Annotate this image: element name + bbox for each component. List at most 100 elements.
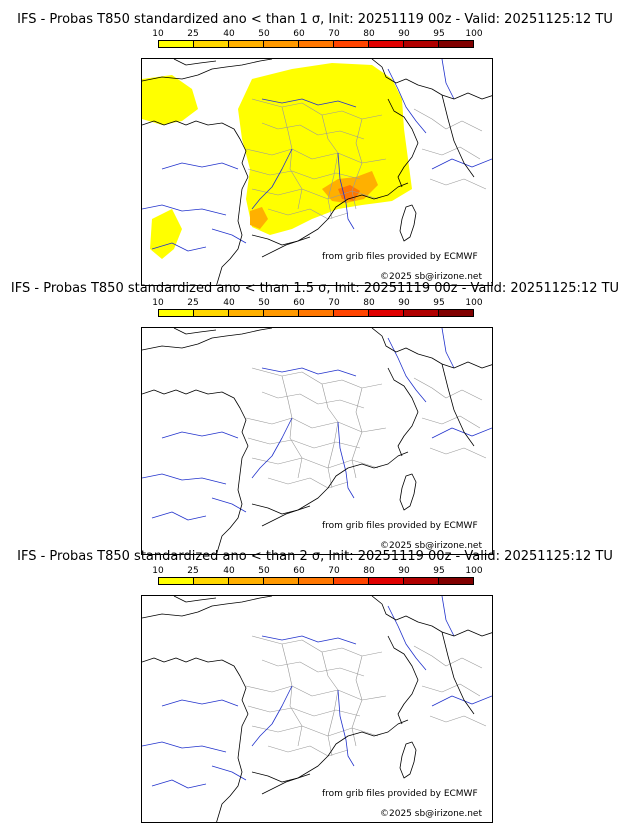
- credit-source: from grib files provided by ECMWF: [322, 252, 478, 262]
- panel-title: IFS - Probas T850 standardized ano < tha…: [10, 281, 620, 296]
- coastline: [142, 328, 273, 351]
- river-line: [261, 367, 357, 377]
- colorbar-tick-90: 90: [398, 298, 410, 308]
- coastline: [261, 182, 409, 258]
- colorbar-tick-70: 70: [328, 298, 340, 308]
- colorbar-segment: [159, 310, 194, 316]
- river-line: [387, 605, 427, 671]
- internal-border-line: [251, 457, 379, 469]
- colorbar-segment: [334, 310, 369, 316]
- colorbar-tick-60: 60: [293, 29, 305, 39]
- internal-border-line: [421, 146, 481, 160]
- colorbar-segment: [439, 578, 473, 584]
- river-line: [161, 699, 239, 707]
- colorbar-tick-100: 100: [465, 298, 483, 308]
- country-border: [387, 635, 419, 725]
- internal-border-line: [429, 715, 487, 727]
- coastline: [142, 596, 273, 619]
- colorbar-segment: [159, 578, 194, 584]
- river-line: [261, 98, 357, 108]
- river-line: [161, 162, 239, 170]
- coastline: [142, 389, 249, 554]
- colorbar-segment: [299, 578, 334, 584]
- internal-border-line: [421, 415, 481, 429]
- coastline: [261, 451, 409, 527]
- probability-area: [142, 75, 198, 125]
- colorbar-segment: [264, 41, 299, 47]
- internal-border-line: [281, 643, 303, 747]
- colorbar-segment: [334, 578, 369, 584]
- colorbar-tick-25: 25: [187, 298, 199, 308]
- map-view[interactable]: from grib files provided by ECMWF ©2025 …: [141, 327, 493, 555]
- coastline: [173, 596, 217, 603]
- probability-area: [250, 207, 268, 229]
- colorbar-segment: [299, 41, 334, 47]
- internal-border-line: [281, 106, 303, 210]
- map-panel-3: IFS - Probas T850 standardized ano < tha…: [0, 549, 630, 823]
- colorbar-tick-100: 100: [465, 29, 483, 39]
- colorbar-segment: [229, 41, 264, 47]
- colorbar-segment: [264, 310, 299, 316]
- colorbar-segment: [404, 310, 439, 316]
- internal-border-line: [429, 178, 487, 190]
- country-border: [251, 771, 311, 783]
- country-border: [251, 234, 311, 246]
- internal-border-line: [251, 725, 379, 737]
- coastline: [142, 59, 273, 82]
- colorbar-tick-40: 40: [223, 566, 235, 576]
- coastline: [371, 328, 492, 369]
- internal-border-line: [321, 651, 339, 757]
- colorbar-tick-70: 70: [328, 29, 340, 39]
- colorbar-segment: [299, 310, 334, 316]
- river-line: [142, 204, 227, 216]
- colorbar-tick-60: 60: [293, 566, 305, 576]
- colorbar-segment: [439, 41, 473, 47]
- river-line: [251, 148, 293, 210]
- colorbar-tick-95: 95: [433, 566, 445, 576]
- river-line: [337, 689, 355, 767]
- corsica-coastline: [399, 204, 417, 242]
- river-line: [441, 328, 455, 369]
- river-line: [211, 765, 247, 781]
- internal-border-line: [245, 417, 387, 433]
- credit-source: from grib files provided by ECMWF: [322, 789, 478, 799]
- colorbar-segment: [369, 41, 404, 47]
- colorbar-tick-labels: 10 25 40 50 60 70 80 90 95 100: [140, 566, 540, 576]
- colorbar: [158, 577, 474, 585]
- river-line: [441, 59, 455, 100]
- colorbar-tick-95: 95: [433, 298, 445, 308]
- colorbar-tick-60: 60: [293, 298, 305, 308]
- colorbar-segment: [404, 578, 439, 584]
- colorbar-tick-labels: 10 25 40 50 60 70 80 90 95 100: [140, 298, 540, 308]
- credit-copyright: ©2025 sb@irizone.net: [380, 541, 482, 551]
- map-view[interactable]: from grib files provided by ECMWF ©2025 …: [141, 595, 493, 823]
- internal-border-line: [267, 208, 349, 220]
- probability-area: [150, 209, 182, 259]
- internal-border-line: [413, 377, 483, 401]
- river-line: [142, 473, 227, 485]
- colorbar-tick-25: 25: [187, 566, 199, 576]
- river-line: [251, 417, 293, 479]
- river-line: [142, 741, 227, 753]
- colorbar-segment: [264, 578, 299, 584]
- colorbar-segment: [194, 41, 229, 47]
- river-line: [211, 228, 247, 244]
- river-line: [151, 779, 207, 789]
- internal-border-line: [321, 383, 339, 489]
- colorbar: [158, 40, 474, 48]
- corsica-coastline: [399, 473, 417, 511]
- coastline: [142, 657, 249, 822]
- river-line: [161, 431, 239, 439]
- internal-border-line: [247, 705, 361, 717]
- colorbar-segment: [229, 578, 264, 584]
- river-line: [151, 511, 207, 521]
- colorbar-tick-40: 40: [223, 298, 235, 308]
- country-border: [441, 363, 475, 447]
- colorbar-segment: [404, 41, 439, 47]
- colorbar-tick-50: 50: [258, 29, 270, 39]
- map-panel-1: IFS - Probas T850 standardized ano < tha…: [0, 12, 630, 286]
- map-svg: [142, 59, 492, 285]
- internal-border-line: [251, 188, 379, 200]
- map-view[interactable]: from grib files provided by ECMWF ©2025 …: [141, 58, 493, 286]
- colorbar-segment: [194, 310, 229, 316]
